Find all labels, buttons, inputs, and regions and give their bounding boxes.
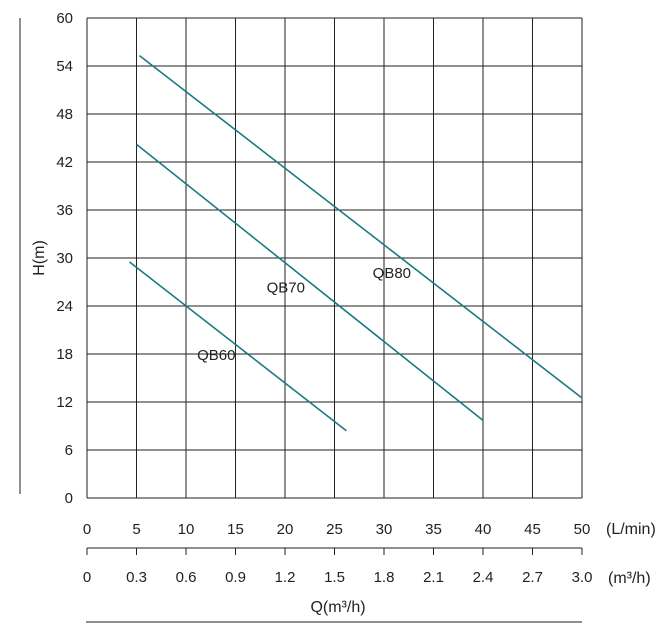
y-tick-label: 36	[56, 202, 73, 219]
x-lpm-tick-label: 40	[475, 521, 492, 538]
grid-lines	[86, 17, 583, 499]
x-tick-labels: 0 5 10 15 20 25 30 35 40 45 50 0 0.3 0.6 0.9 1.2 1.5 1.8 2…	[83, 521, 593, 586]
y-tick-label: 12	[56, 394, 73, 411]
x-lpm-tick-label: 50	[574, 521, 591, 538]
x-lpm-tick-label: 10	[178, 521, 195, 538]
x-lpm-tick-label: 30	[376, 521, 393, 538]
x-axis-label: Q(m³/h)	[310, 599, 365, 616]
x-m3h-tick-label: 3.0	[572, 569, 593, 586]
x-lpm-tick-label: 15	[227, 521, 244, 538]
y-tick-labels: 0 6 12 18 24 30 36 42 48 54 60	[56, 10, 73, 507]
curve-qb60	[129, 261, 347, 432]
y-tick-label: 42	[56, 154, 73, 171]
chart-frame	[19, 18, 582, 623]
x-m3h-tick-label: 2.4	[473, 569, 494, 586]
y-axis-label: H(m)	[31, 240, 48, 276]
y-tick-label: 48	[56, 106, 73, 123]
y-tick-label: 54	[56, 58, 73, 75]
x-m3h-tick-label: 1.2	[275, 569, 296, 586]
x-m3h-tick-label: 2.7	[522, 569, 543, 586]
x-lpm-tick-label: 0	[83, 521, 91, 538]
x-m3h-tick-label: 1.8	[374, 569, 395, 586]
x-m3h-tick-label: 0.6	[176, 569, 197, 586]
series-labels: QB60 QB70 QB80	[197, 265, 411, 364]
y-tick-label: 6	[65, 442, 73, 459]
series-label-qb60: QB60	[197, 347, 235, 364]
curve-qb80	[138, 54, 583, 399]
y-tick-label: 24	[56, 298, 73, 315]
y-tick-label: 60	[56, 10, 73, 27]
y-tick-label: 30	[56, 250, 73, 267]
series-label-qb70: QB70	[267, 279, 305, 296]
x-m3h-unit: (m³/h)	[608, 570, 651, 587]
x-lpm-tick-label: 20	[277, 521, 294, 538]
curve-layer	[129, 54, 583, 432]
curve-qb70	[136, 143, 484, 422]
y-tick-label: 18	[56, 346, 73, 363]
x-m3h-tick-label: 0	[83, 569, 91, 586]
series-label-qb80: QB80	[373, 265, 411, 282]
x-m3h-tick-label: 2.1	[423, 569, 444, 586]
x-lpm-tick-label: 35	[425, 521, 442, 538]
x-m3h-tick-label: 0.3	[126, 569, 147, 586]
x-lpm-unit: (L/min)	[606, 521, 656, 538]
x-m3h-tick-label: 0.9	[225, 569, 246, 586]
x-lpm-tick-label: 45	[524, 521, 541, 538]
x-lpm-tick-label: 25	[326, 521, 343, 538]
x-m3h-tick-label: 1.5	[324, 569, 345, 586]
y-tick-label: 0	[65, 490, 73, 507]
x-lpm-tick-label: 5	[132, 521, 140, 538]
